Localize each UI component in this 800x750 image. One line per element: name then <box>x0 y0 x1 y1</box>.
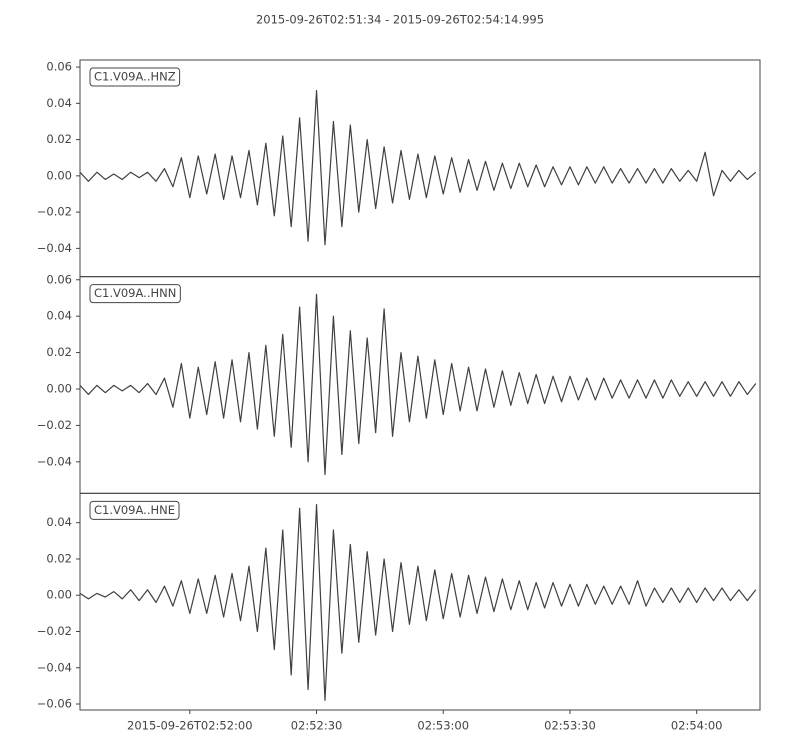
x-tick-label: 02:53:30 <box>544 719 596 733</box>
x-tick-label: 02:54:00 <box>671 719 723 733</box>
y-tick-label: 0.06 <box>46 272 72 286</box>
y-tick-label: 0.00 <box>46 588 72 602</box>
y-tick-label: 0.04 <box>46 96 72 110</box>
trace <box>79 90 757 246</box>
y-tick-label: 0.06 <box>46 60 72 74</box>
y-tick-label: 0.00 <box>46 168 72 182</box>
y-tick-label: −0.04 <box>37 241 72 255</box>
y-tick-label: −0.04 <box>37 454 72 468</box>
y-tick-label: −0.04 <box>37 660 72 674</box>
y-tick-label: −0.02 <box>37 624 72 638</box>
panel-frame <box>79 59 761 278</box>
trace <box>79 293 757 476</box>
y-tick-label: 0.00 <box>46 382 72 396</box>
trace-label: C1.V09A..HNZ <box>94 70 176 84</box>
panel-frame <box>79 276 761 494</box>
trace <box>79 503 757 701</box>
chart-title: 2015-09-26T02:51:34 - 2015-09-26T02:54:1… <box>256 13 544 27</box>
y-tick-label: 0.04 <box>46 309 72 323</box>
trace-label-box <box>89 500 180 520</box>
y-tick-label: −0.02 <box>37 205 72 219</box>
y-tick-label: 0.04 <box>46 515 72 529</box>
x-tick-label: 2015-09-26T02:52:00 <box>127 719 253 733</box>
y-tick-label: 0.02 <box>46 551 72 565</box>
x-tick-label: 02:52:30 <box>291 719 343 733</box>
trace-label: C1.V09A..HNE <box>94 503 175 517</box>
trace-label-box <box>89 67 181 87</box>
x-tick-label: 02:53:00 <box>417 719 469 733</box>
y-tick-label: 0.02 <box>46 132 72 146</box>
trace-label-box <box>89 284 181 304</box>
y-tick-label: 0.02 <box>46 345 72 359</box>
y-tick-label: −0.02 <box>37 418 72 432</box>
y-tick-label: −0.06 <box>37 697 72 711</box>
trace-label: C1.V09A..HNN <box>94 286 176 300</box>
panel-frame <box>79 492 761 711</box>
